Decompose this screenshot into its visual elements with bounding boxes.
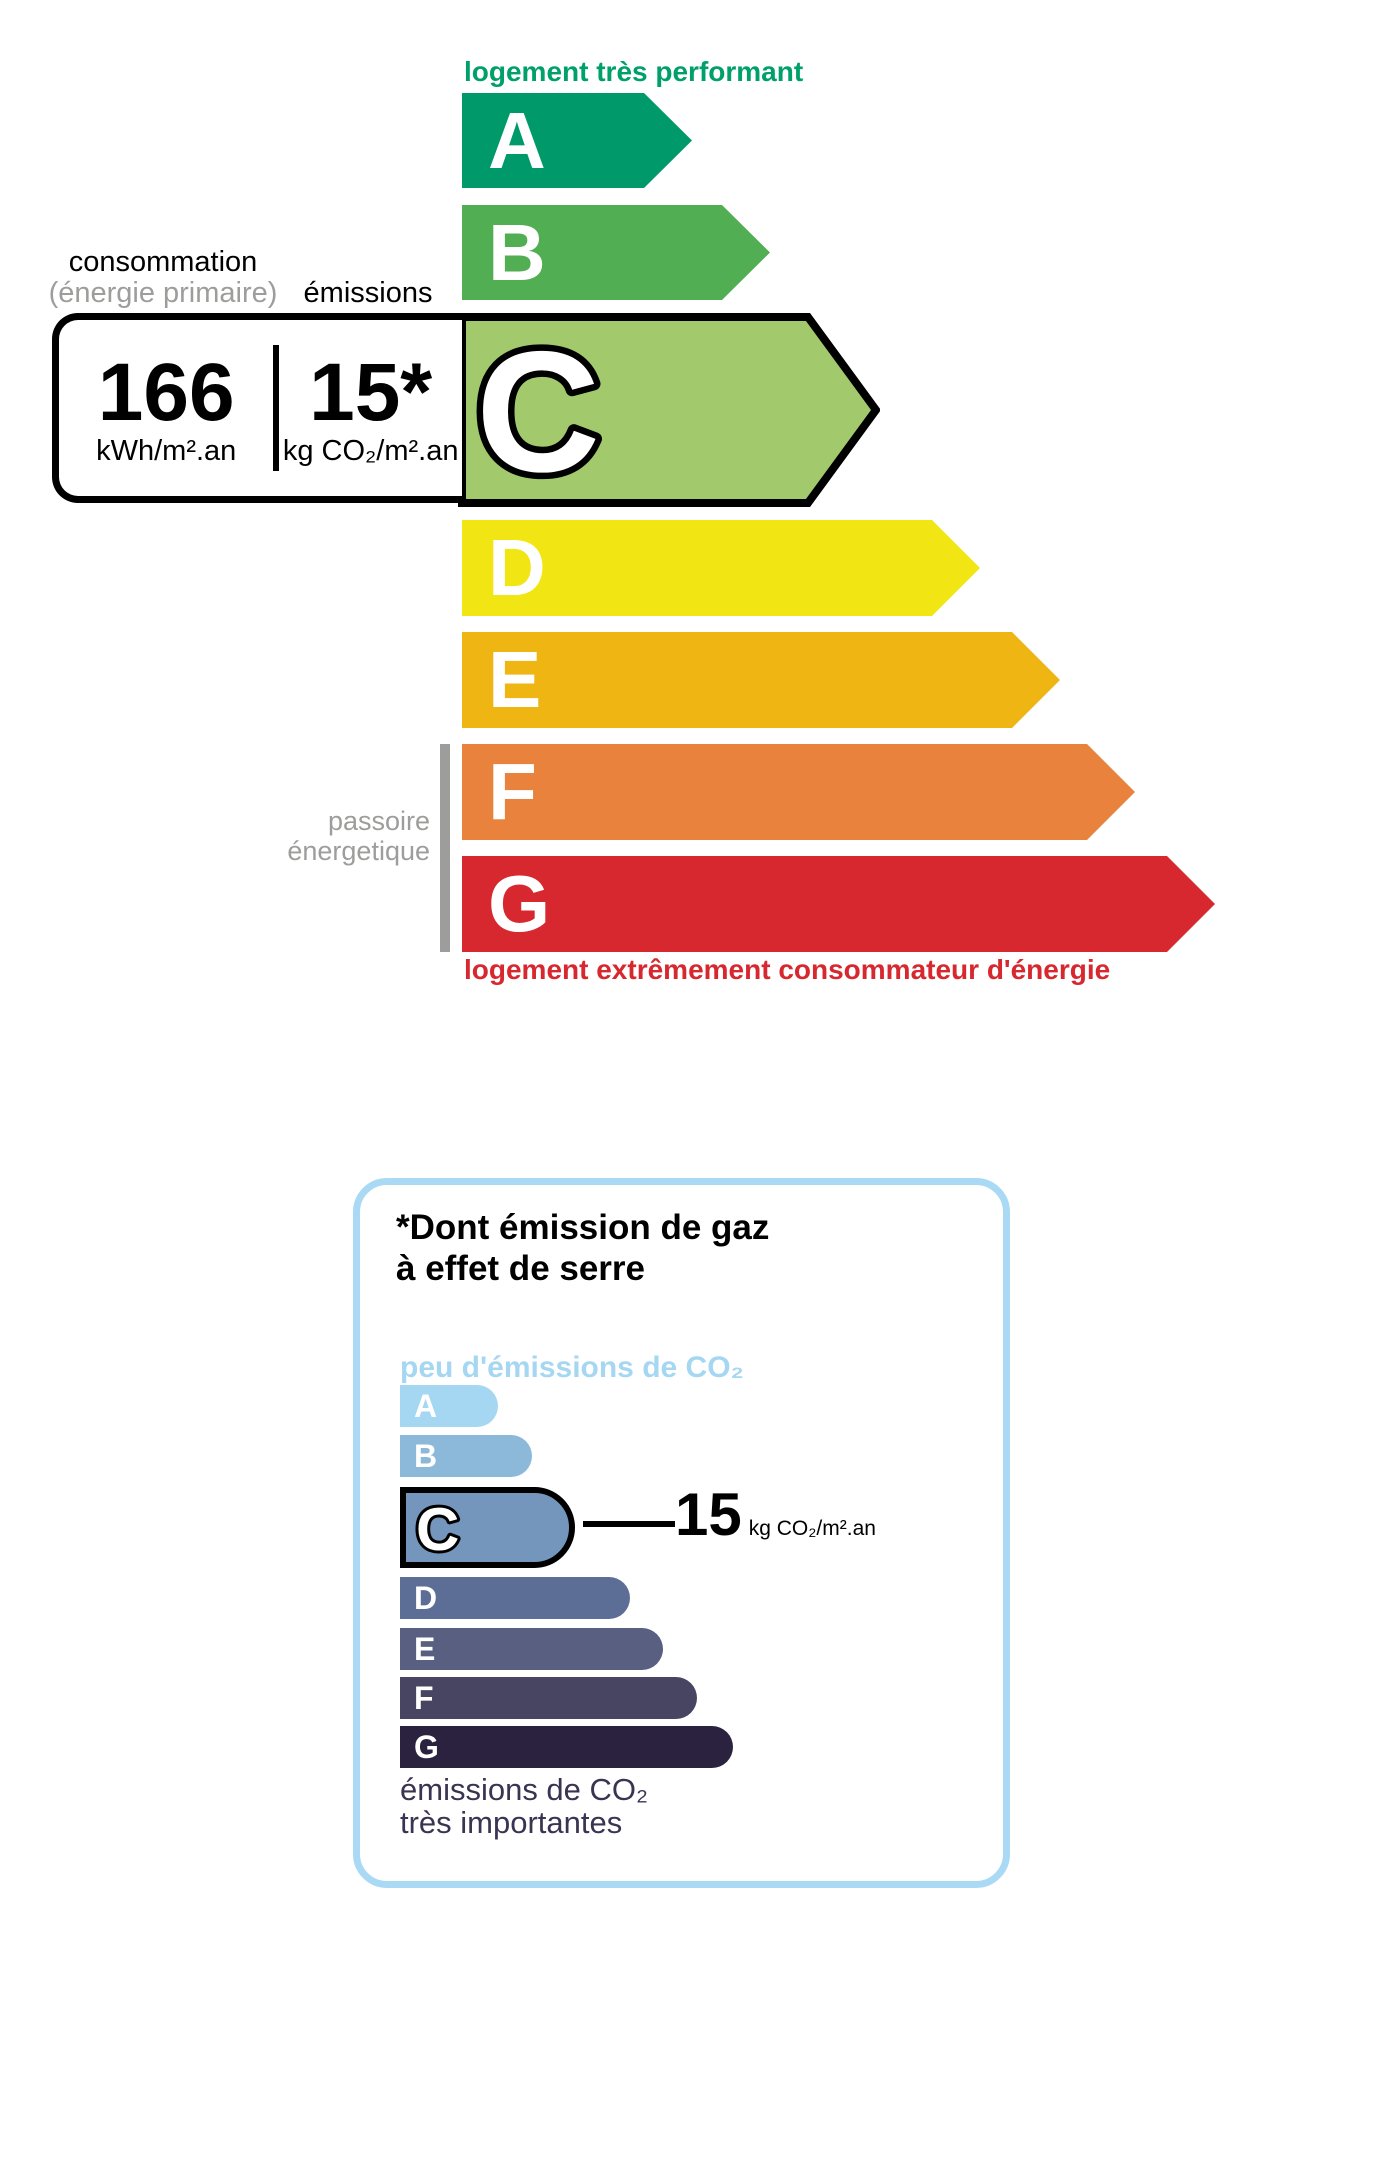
energy-arrow-a-letter: A — [488, 95, 546, 185]
co2-bar-a: A — [400, 1385, 498, 1427]
energy-arrow-b: B — [462, 205, 770, 300]
passoire-range-bar — [440, 744, 450, 952]
consumption-value-cell: 166 kWh/m².an — [59, 320, 273, 496]
energy-arrow-e-letter: E — [488, 635, 542, 724]
co2-high-emissions-line2: très importantes — [400, 1805, 623, 1840]
consumption-label: consommation — [68, 246, 258, 278]
co2-panel-title-line1: *Dont émission de gaz — [396, 1208, 770, 1247]
co2-value-unit: kg CO₂/m².an — [748, 1517, 876, 1540]
co2-bar-c-letter: C — [416, 1496, 459, 1562]
co2-bar-c-selected: C — [400, 1487, 575, 1568]
co2-panel: *Dont émission de gaz à effet de serre p… — [353, 1178, 1010, 1888]
top-performance-label: logement très performant — [464, 56, 804, 87]
energy-arrow-e: E — [462, 632, 1060, 728]
co2-high-emissions-label: émissions de CO₂ très importantes — [400, 1773, 648, 1839]
co2-bar-b-letter: B — [414, 1438, 438, 1474]
co2-bar-c-letter-svg: C — [413, 1493, 462, 1562]
energy-arrow-c-selected: C — [458, 313, 880, 507]
co2-bar-g-letter: G — [414, 1729, 439, 1765]
emissions-label: émissions — [303, 277, 433, 309]
energy-arrow-c-shape — [458, 313, 880, 507]
emissions-value: 15* — [309, 346, 433, 438]
co2-bar-e: E — [400, 1628, 663, 1670]
energy-arrow-g-letter: G — [488, 859, 551, 948]
energy-arrow-f-letter: F — [488, 747, 537, 836]
consumption-sub-label: (énergie primaire) — [48, 277, 278, 309]
consumption-unit: kWh/m².an — [96, 435, 237, 468]
co2-bar-f: F — [400, 1677, 697, 1719]
co2-value-row: 15 kg CO₂/m².an — [675, 1485, 876, 1545]
energy-arrow-g: G — [462, 856, 1215, 952]
co2-high-emissions-line1: émissions de CO₂ — [400, 1772, 649, 1807]
co2-bar-b: B — [400, 1435, 532, 1477]
energy-arrow-a: A — [462, 93, 692, 188]
energy-arrow-d-letter: D — [488, 523, 546, 612]
co2-bar-g: G — [400, 1726, 733, 1768]
bottom-consumer-label: logement extrêmement consommateur d'éner… — [464, 954, 1111, 985]
passoire-label-line1: passoire — [327, 806, 430, 836]
passoire-label: passoire énergetique — [200, 806, 430, 866]
consumption-value: 166 — [97, 346, 235, 438]
emissions-unit: kg CO₂/m².an — [282, 435, 459, 468]
energy-arrow-c-letter: C — [476, 316, 600, 507]
passoire-label-line2: énergetique — [287, 836, 430, 866]
co2-value-connector-line — [583, 1521, 675, 1527]
emissions-value-cell: 15* kg CO₂/m².an — [279, 320, 462, 496]
energy-arrow-b-letter: B — [488, 207, 546, 297]
co2-panel-title: *Dont émission de gaz à effet de serre — [396, 1207, 769, 1289]
co2-bar-e-letter: E — [414, 1631, 436, 1667]
energy-arrow-d: D — [462, 520, 980, 616]
co2-bar-f-letter: F — [414, 1680, 434, 1716]
co2-value: 15 — [675, 1481, 742, 1548]
co2-bar-a-letter: A — [414, 1388, 438, 1424]
energy-value-box: 166 kWh/m².an 15* kg CO₂/m².an — [52, 313, 462, 503]
co2-low-emissions-label: peu d'émissions de CO₂ — [400, 1351, 744, 1384]
co2-bar-d: D — [400, 1577, 630, 1619]
value-box-divider — [273, 345, 280, 471]
energy-arrow-f: F — [462, 744, 1135, 840]
co2-panel-title-line2: à effet de serre — [396, 1249, 646, 1288]
co2-bar-d-letter: D — [414, 1580, 438, 1616]
